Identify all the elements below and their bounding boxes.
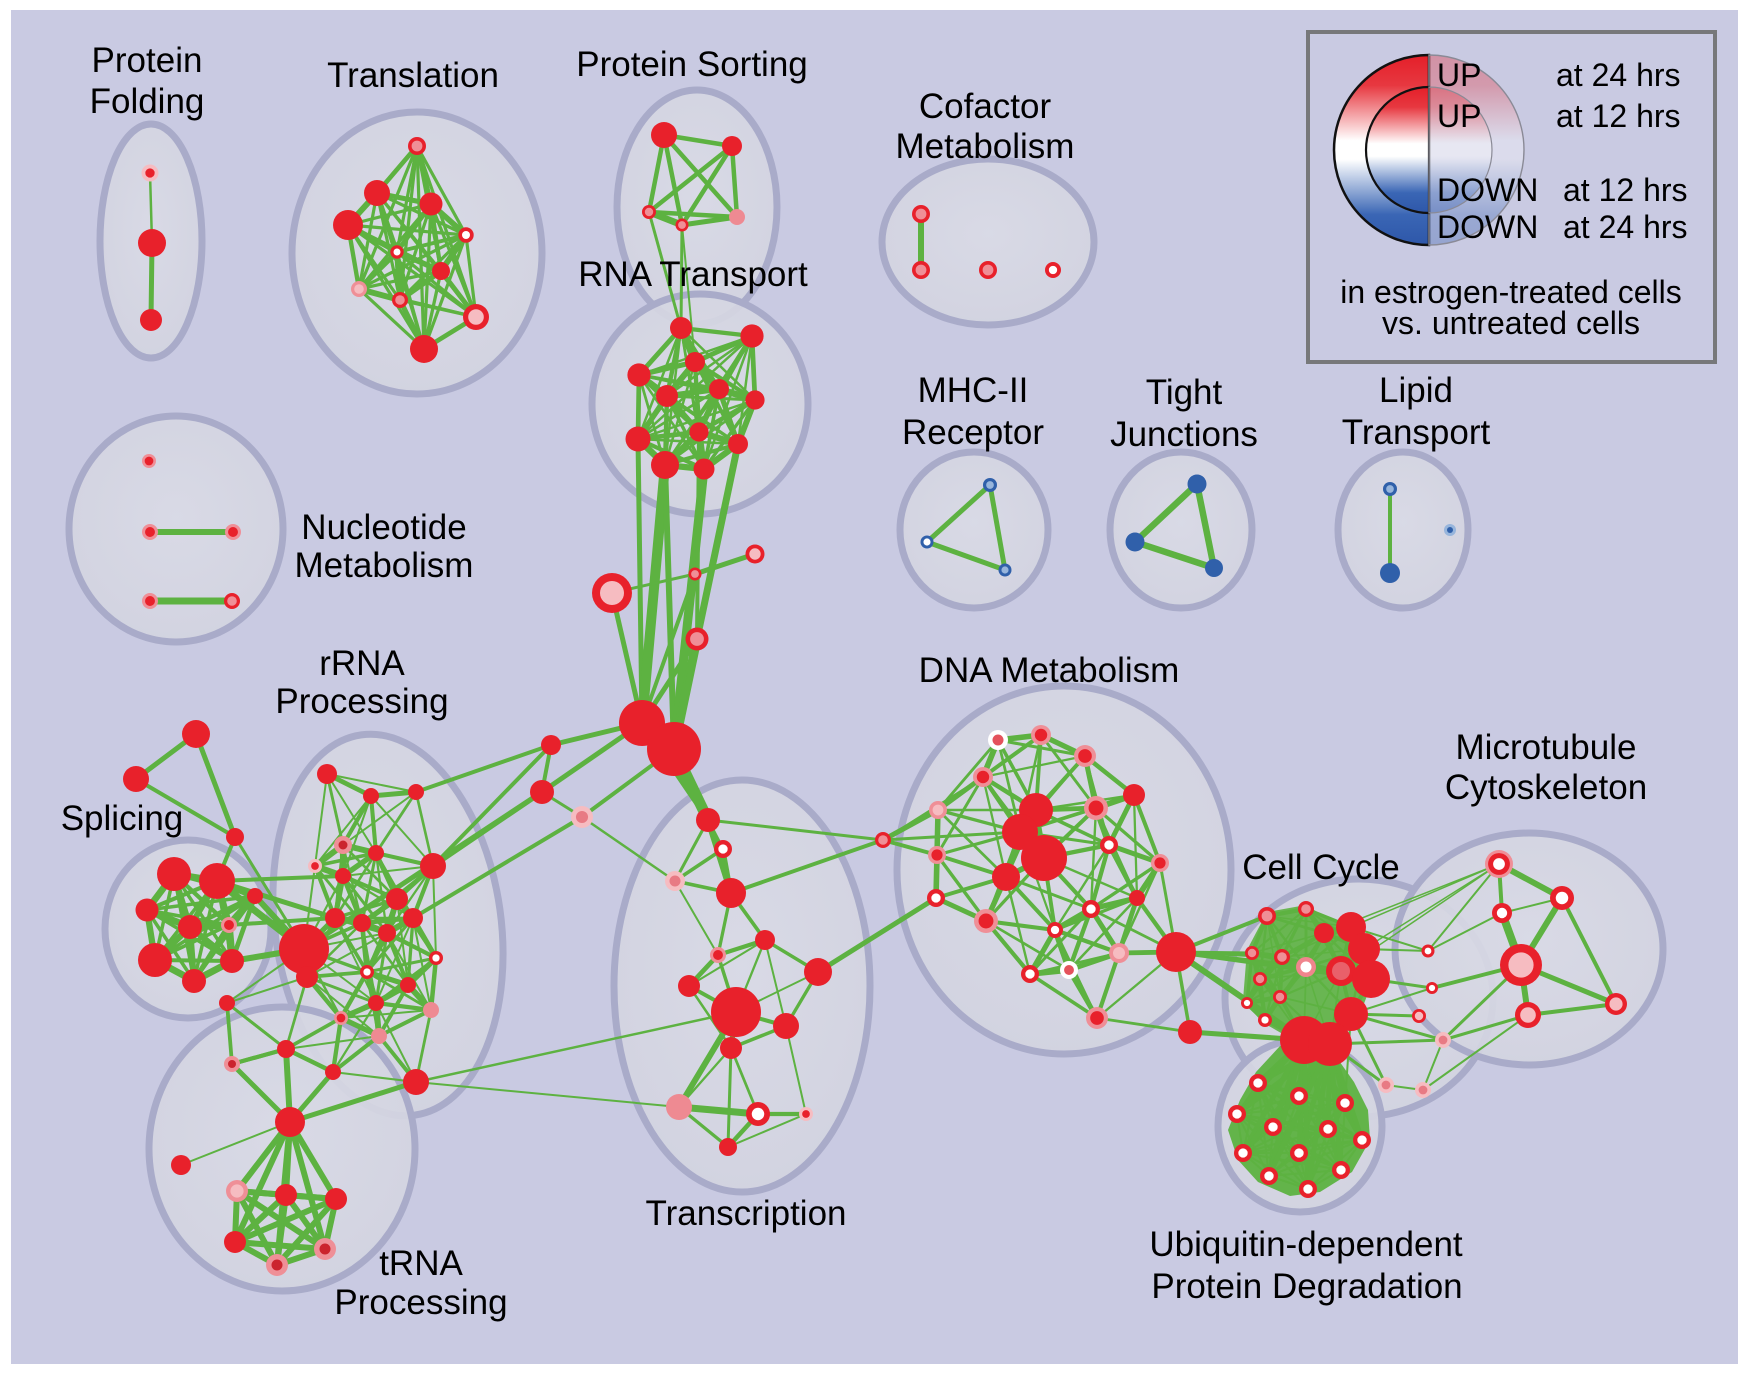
svg-text:at 12 hrs: at 12 hrs [1556, 98, 1681, 134]
svg-text:Protein Sorting: Protein Sorting [576, 45, 808, 84]
svg-text:Processing: Processing [275, 682, 448, 721]
svg-text:Processing: Processing [334, 1283, 507, 1322]
svg-text:at 24 hrs: at 24 hrs [1563, 209, 1688, 245]
svg-text:Translation: Translation [327, 56, 499, 95]
svg-text:at 24 hrs: at 24 hrs [1556, 57, 1681, 93]
svg-text:rRNA: rRNA [319, 644, 405, 683]
svg-text:UP: UP [1437, 98, 1481, 134]
svg-text:tRNA: tRNA [379, 1244, 463, 1283]
svg-text:Cell Cycle: Cell Cycle [1242, 848, 1400, 887]
svg-text:Transport: Transport [1342, 413, 1491, 452]
svg-text:Cofactor: Cofactor [919, 87, 1052, 126]
svg-text:Microtubule: Microtubule [1456, 728, 1637, 767]
svg-text:Tight: Tight [1146, 373, 1223, 412]
svg-text:Ubiquitin-dependent: Ubiquitin-dependent [1149, 1225, 1463, 1264]
svg-text:Transcription: Transcription [646, 1194, 847, 1233]
svg-text:Protein Degradation: Protein Degradation [1151, 1267, 1462, 1306]
svg-text:at 12 hrs: at 12 hrs [1563, 172, 1688, 208]
svg-text:Nucleotide: Nucleotide [301, 508, 466, 547]
svg-text:Splicing: Splicing [61, 799, 184, 838]
svg-text:DNA Metabolism: DNA Metabolism [919, 651, 1180, 690]
svg-text:MHC-II: MHC-II [918, 371, 1029, 410]
svg-text:Folding: Folding [90, 82, 205, 121]
svg-text:Metabolism: Metabolism [896, 127, 1075, 166]
svg-text:Metabolism: Metabolism [295, 546, 474, 585]
svg-text:Junctions: Junctions [1110, 415, 1258, 454]
svg-text:UP: UP [1437, 57, 1481, 93]
svg-text:RNA Transport: RNA Transport [578, 255, 808, 294]
svg-text:Protein: Protein [92, 41, 203, 80]
svg-text:in estrogen-treated cells: in estrogen-treated cells [1340, 274, 1682, 310]
svg-text:DOWN: DOWN [1437, 209, 1538, 245]
svg-text:DOWN: DOWN [1437, 172, 1538, 208]
svg-text:Lipid: Lipid [1379, 371, 1453, 410]
svg-text:Cytoskeleton: Cytoskeleton [1445, 768, 1647, 807]
svg-text:vs. untreated cells: vs. untreated cells [1382, 305, 1640, 341]
svg-text:Receptor: Receptor [902, 413, 1044, 452]
